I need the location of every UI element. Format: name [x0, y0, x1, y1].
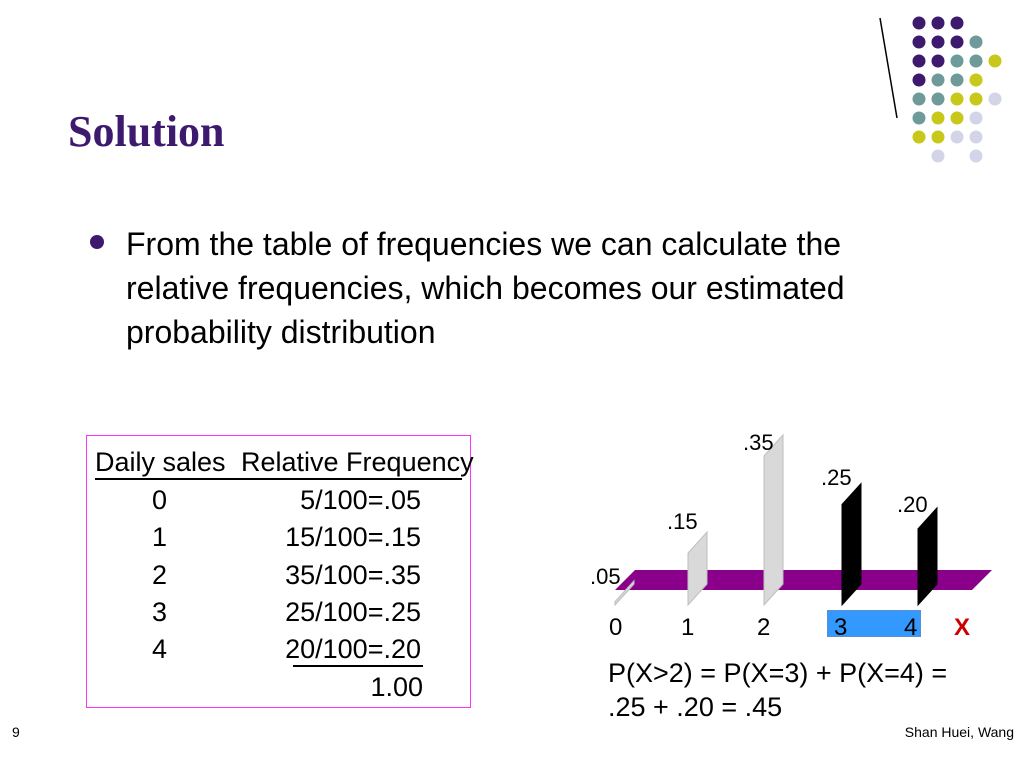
decorative-dot	[950, 92, 964, 106]
x-tick-label: 1	[681, 614, 695, 641]
bar-2	[763, 433, 784, 607]
decorative-dot	[931, 16, 945, 30]
x-tick-label: 4	[904, 614, 918, 641]
decorative-dot	[950, 73, 964, 87]
decorative-dot	[912, 73, 926, 87]
x-axis-label: X	[954, 614, 971, 641]
bar-0	[614, 579, 635, 607]
slide-title: Solution	[68, 107, 225, 156]
table-cell-sales: 4	[152, 634, 168, 664]
bar-3	[841, 482, 862, 607]
x-tick-label: 3	[834, 614, 848, 641]
bar-1	[687, 530, 708, 607]
x-tick-label: 2	[757, 614, 771, 641]
decorative-dot	[969, 92, 983, 106]
frequency-table-box	[86, 435, 471, 708]
decorative-dot	[988, 92, 1002, 106]
decorative-dot	[931, 130, 945, 144]
decorative-dot	[969, 149, 983, 163]
bar-value-label: .35	[743, 430, 774, 455]
bar-value-label: .25	[821, 465, 852, 490]
table-cell-sales: 0	[152, 485, 168, 515]
decorative-dot	[931, 54, 945, 68]
table-cell-sales: 3	[152, 597, 168, 627]
decorative-dot	[931, 35, 945, 49]
table-cell-sales: 1	[152, 522, 168, 552]
table-cell-frequency: 20/100=.20	[285, 634, 421, 664]
probability-equation: P(X>2) = P(X=3) + P(X=4) = .25 + .20 = .…	[608, 656, 947, 724]
decorative-dot	[950, 54, 964, 68]
decorative-dot	[912, 35, 926, 49]
bar-value-label: .05	[590, 564, 621, 589]
table-total: 1.00	[370, 672, 423, 702]
table-header-daily-sales: Daily sales	[95, 447, 226, 477]
page-number: 9	[12, 724, 20, 740]
chart-platform	[615, 570, 992, 590]
decorative-dot	[912, 130, 926, 144]
x-tick-label: 0	[609, 614, 623, 641]
author-name: Shan Huei, Wang	[904, 724, 1014, 740]
equation-line-2: .25 + .20 = .45	[608, 692, 783, 722]
table-cell-frequency: 35/100=.35	[285, 560, 421, 590]
probability-bar-chart	[614, 433, 992, 607]
highlight-box	[827, 610, 921, 637]
bullet-text: From the table of frequencies we can cal…	[126, 226, 845, 350]
table-total-underline	[293, 665, 423, 667]
decorative-dot	[950, 16, 964, 30]
decorative-dot	[950, 130, 964, 144]
bullet-icon	[90, 235, 104, 249]
table-header-underline	[95, 478, 462, 480]
equation-line-1: P(X>2) = P(X=3) + P(X=4) =	[608, 658, 948, 688]
decorative-dot	[950, 111, 964, 125]
decorative-diagonal-line	[879, 17, 898, 119]
table-header-relative-frequency: Relative Frequency	[241, 447, 474, 477]
decorative-dot	[912, 54, 926, 68]
table-cell-frequency: 25/100=.25	[285, 597, 421, 627]
decorative-dot	[912, 92, 926, 106]
decorative-dot	[931, 73, 945, 87]
table-cell-frequency: 15/100=.15	[285, 522, 421, 552]
table-cell-sales: 2	[152, 560, 168, 590]
table-cell-frequency: 5/100=.05	[300, 485, 421, 515]
decorative-dot	[969, 35, 983, 49]
decorative-dot	[969, 54, 983, 68]
decorative-dot	[931, 149, 945, 163]
decorative-dot	[969, 73, 983, 87]
decorative-dot	[988, 54, 1002, 68]
decorative-dot	[912, 16, 926, 30]
bar-value-label: .20	[897, 492, 928, 517]
bar-value-label: .15	[667, 509, 698, 534]
decorative-dot	[931, 111, 945, 125]
decorative-dot	[912, 111, 926, 125]
decorative-dot	[969, 111, 983, 125]
bar-4	[917, 506, 938, 607]
decorative-dot	[931, 92, 945, 106]
decorative-dot	[950, 35, 964, 49]
decorative-dot	[969, 130, 983, 144]
